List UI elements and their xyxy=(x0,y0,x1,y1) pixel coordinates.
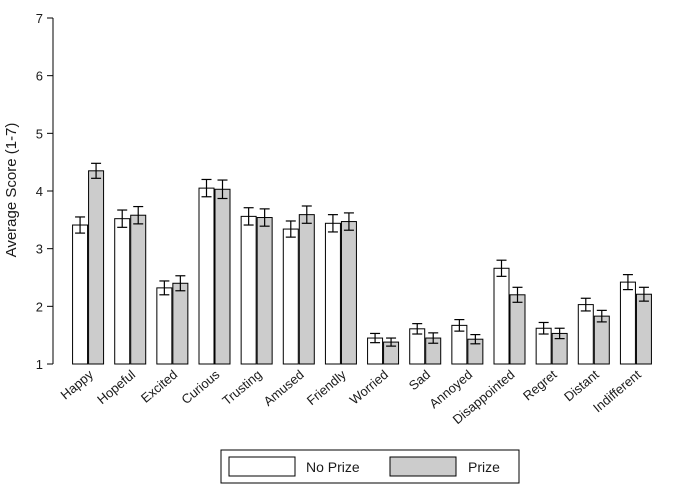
error-bar-prize-friendly xyxy=(343,212,354,231)
x-tick-label: Excited xyxy=(138,367,180,406)
bar-prize-happy xyxy=(88,170,105,365)
error-bar-prize-worried xyxy=(386,337,397,347)
x-tick-label: Regret xyxy=(520,367,560,404)
bar-prize-trusting xyxy=(256,217,273,365)
error-bar-no-prize-annoyed xyxy=(454,318,465,332)
bar-prize-curious xyxy=(214,188,231,365)
x-tick-label: Sad xyxy=(406,367,433,393)
legend-label-prize: Prize xyxy=(468,459,500,475)
error-bar-no-prize-excited xyxy=(159,280,170,296)
error-bar-no-prize-indifferent xyxy=(622,274,633,291)
error-bar-no-prize-amused xyxy=(285,220,296,238)
error-bar-prize-disappointed xyxy=(512,286,523,303)
bar-prize-amused xyxy=(298,214,315,365)
x-tick-label: Happy xyxy=(58,366,97,402)
x-tick-label: Hopeful xyxy=(94,367,138,407)
bar-prize-indifferent xyxy=(635,293,652,365)
x-tick-label: Trusting xyxy=(219,367,264,408)
y-axis-title: Average Score (1-7) xyxy=(3,123,20,258)
bar-no-prize-distant xyxy=(577,304,594,365)
error-bar-no-prize-sad xyxy=(412,323,423,335)
error-bar-prize-regret xyxy=(554,327,565,340)
bar-no-prize-hopeful xyxy=(114,218,131,365)
error-bar-no-prize-worried xyxy=(370,332,381,344)
legend-swatch-no-prize xyxy=(228,456,296,477)
error-bar-prize-curious xyxy=(217,179,228,200)
error-bars xyxy=(75,162,649,347)
error-bar-prize-annoyed xyxy=(470,333,481,345)
error-bar-no-prize-distant xyxy=(580,297,591,312)
bar-no-prize-amused xyxy=(282,228,299,365)
error-bar-no-prize-happy xyxy=(75,216,86,234)
bar-no-prize-trusting xyxy=(240,215,257,365)
x-tick-label: Amused xyxy=(261,367,307,409)
bar-prize-disappointed xyxy=(509,294,526,365)
error-bar-no-prize-hopeful xyxy=(117,209,128,228)
legend-swatch-prize xyxy=(389,456,457,477)
error-bar-prize-indifferent xyxy=(638,286,649,302)
bar-series xyxy=(72,170,652,365)
bar-no-prize-curious xyxy=(198,187,215,365)
bar-no-prize-happy xyxy=(72,224,89,365)
error-bar-prize-trusting xyxy=(259,208,270,227)
y-tick-label: 6 xyxy=(36,69,43,84)
y-tick-label: 7 xyxy=(36,11,43,26)
bar-no-prize-disappointed xyxy=(493,267,510,365)
error-bar-no-prize-friendly xyxy=(327,214,338,233)
y-tick-label: 4 xyxy=(36,184,43,199)
error-bar-prize-hopeful xyxy=(133,205,144,225)
x-tick-label: Indifferent xyxy=(590,367,644,416)
bar-no-prize-excited xyxy=(156,287,173,365)
bar-prize-friendly xyxy=(340,221,357,365)
x-tick-label: Friendly xyxy=(304,366,349,408)
error-bar-prize-excited xyxy=(175,275,186,292)
error-bar-no-prize-disappointed xyxy=(496,259,507,277)
x-tick-label: Curious xyxy=(178,366,222,407)
x-tick-label: Worried xyxy=(347,367,391,408)
error-bar-no-prize-regret xyxy=(538,321,549,335)
bar-prize-hopeful xyxy=(130,214,147,365)
error-bar-no-prize-curious xyxy=(201,178,212,198)
error-bar-prize-sad xyxy=(428,332,439,344)
legend-label-no-prize: No Prize xyxy=(306,459,360,475)
y-tick-label: 3 xyxy=(36,242,43,257)
bar-no-prize-indifferent xyxy=(619,281,636,365)
bar-prize-excited xyxy=(172,282,189,365)
bar-no-prize-friendly xyxy=(324,222,341,365)
error-bar-prize-distant xyxy=(596,309,607,323)
error-bar-prize-happy xyxy=(91,162,102,179)
y-axis: 1 2 3 4 5 6 7 xyxy=(36,11,54,372)
y-tick-label: 2 xyxy=(36,299,43,314)
y-tick-label: 5 xyxy=(36,126,43,141)
error-bar-prize-amused xyxy=(301,205,312,224)
y-tick-label: 1 xyxy=(36,357,43,372)
error-bar-no-prize-trusting xyxy=(243,207,254,226)
bar-prize-distant xyxy=(593,315,610,365)
legend: No Prize Prize xyxy=(220,449,520,484)
